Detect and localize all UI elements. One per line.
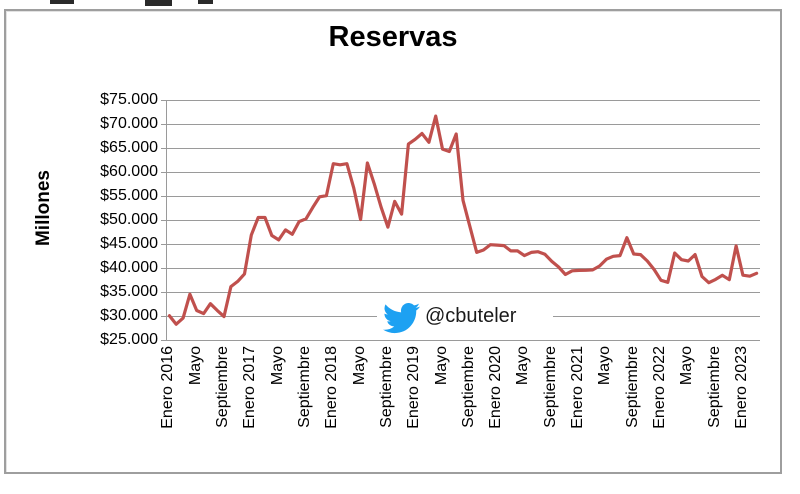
- y-axis-tick-label: $75.000: [100, 91, 158, 108]
- twitter-handle: @cbuteler: [425, 305, 517, 327]
- cropped-text-remnant: [145, 0, 172, 6]
- y-axis-tick-label: $45.000: [100, 235, 158, 252]
- cropped-text-remnant: [198, 0, 213, 4]
- cropped-text-remnant: [50, 0, 74, 4]
- chart-frame: [4, 9, 782, 474]
- reserves-line: [167, 114, 759, 326]
- y-axis-tick-label: $25.000: [100, 331, 158, 348]
- y-axis-tick-label: $30.000: [100, 307, 158, 324]
- y-axis-tick-label: $40.000: [100, 259, 158, 276]
- y-axis-tick-label: $50.000: [100, 211, 158, 228]
- y-axis-tick-label: $70.000: [100, 115, 158, 132]
- y-axis-tick-label: $60.000: [100, 163, 158, 180]
- chart-title: Reservas: [328, 21, 458, 53]
- y-axis-tick-label: $55.000: [100, 187, 158, 204]
- twitter-bird-icon: [383, 303, 420, 334]
- y-axis-tick-label: $35.000: [100, 283, 158, 300]
- y-axis-tick-label: $65.000: [100, 139, 158, 156]
